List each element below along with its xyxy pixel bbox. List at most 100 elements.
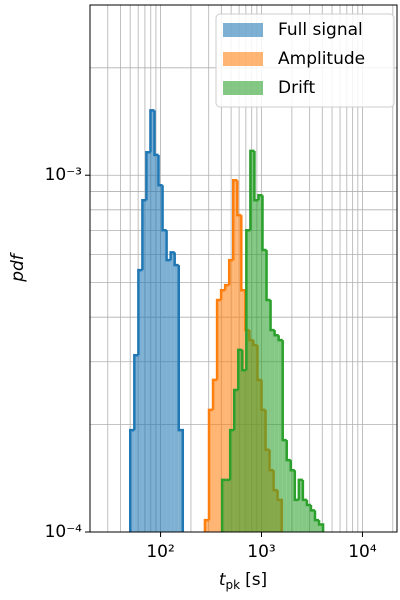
bar-outline bbox=[269, 299, 275, 332]
legend-label: Amplitude bbox=[278, 49, 365, 69]
x-label-unit: [s] bbox=[245, 570, 267, 590]
bar bbox=[138, 270, 143, 532]
bar-outline bbox=[301, 479, 307, 502]
bar-outline bbox=[317, 520, 325, 532]
bar bbox=[154, 154, 159, 532]
bar bbox=[282, 440, 287, 532]
x-tick-label: 10³ bbox=[247, 542, 275, 562]
bar-outline bbox=[207, 408, 214, 521]
x-label-main: t bbox=[219, 570, 227, 590]
bar-outline bbox=[305, 499, 311, 507]
bar-outline bbox=[289, 460, 295, 472]
legend-swatch bbox=[223, 23, 263, 37]
bar-outline bbox=[277, 335, 283, 342]
bar bbox=[134, 355, 139, 532]
bar-outline bbox=[228, 428, 235, 480]
bar bbox=[278, 340, 283, 532]
legend-swatch bbox=[223, 52, 263, 66]
bar bbox=[314, 520, 320, 532]
bar-outline bbox=[129, 428, 135, 532]
x-tick-label: 10⁴ bbox=[348, 542, 377, 562]
bar bbox=[233, 180, 238, 532]
bar bbox=[298, 479, 303, 532]
bar-outline bbox=[236, 180, 242, 217]
bar-outline bbox=[253, 150, 259, 202]
bar-outline bbox=[240, 215, 246, 292]
x-label-sub: pk bbox=[225, 578, 240, 592]
legend-swatch bbox=[223, 81, 263, 95]
bar bbox=[174, 265, 179, 532]
bar bbox=[217, 299, 222, 532]
bar bbox=[246, 230, 251, 532]
bar bbox=[234, 390, 239, 532]
bar bbox=[178, 430, 183, 532]
bar bbox=[226, 479, 231, 532]
bar-outline bbox=[145, 150, 151, 201]
bar bbox=[274, 335, 279, 532]
bar bbox=[238, 349, 243, 532]
bar bbox=[170, 252, 175, 533]
bar-outline bbox=[169, 251, 175, 261]
bar-outline bbox=[309, 505, 315, 512]
y-tick-label: 10⁻³ bbox=[45, 165, 82, 185]
bar-outline bbox=[231, 179, 238, 261]
bar-outline bbox=[149, 109, 155, 153]
bar bbox=[229, 260, 234, 532]
bar bbox=[250, 150, 255, 532]
bar bbox=[306, 505, 311, 532]
bar bbox=[221, 290, 226, 532]
bar bbox=[266, 299, 271, 532]
bar-outline bbox=[241, 349, 247, 372]
bar bbox=[213, 379, 218, 532]
x-axis-label: tpk [s] bbox=[219, 570, 267, 592]
bar-outline bbox=[227, 258, 234, 286]
bar-outline bbox=[215, 298, 222, 380]
bar-outline bbox=[313, 510, 320, 522]
bar bbox=[222, 479, 227, 532]
bar bbox=[142, 200, 147, 532]
bar-outline bbox=[157, 154, 163, 187]
legend-label: Full signal bbox=[278, 20, 363, 40]
y-axis-label: pdf bbox=[8, 251, 28, 283]
bar-outline bbox=[165, 230, 171, 262]
bar-outline bbox=[177, 265, 185, 532]
bar-outline bbox=[203, 518, 210, 532]
legend-label: Drift bbox=[278, 78, 315, 98]
bar-outline bbox=[232, 388, 239, 431]
bar-outline bbox=[245, 229, 251, 371]
bar bbox=[230, 430, 235, 532]
bar bbox=[310, 510, 315, 532]
bar bbox=[158, 185, 163, 533]
bar bbox=[290, 470, 295, 532]
bar bbox=[150, 110, 155, 532]
bar bbox=[270, 330, 275, 532]
bar bbox=[262, 250, 267, 533]
bar bbox=[130, 430, 135, 532]
bar bbox=[225, 285, 230, 532]
bar-outline bbox=[137, 268, 143, 356]
y-tick-label: 10⁻⁴ bbox=[45, 522, 83, 542]
plot-frame bbox=[89, 4, 398, 533]
bar-outline bbox=[161, 185, 167, 232]
bar bbox=[209, 409, 214, 532]
bar-outline bbox=[153, 110, 159, 157]
bar bbox=[258, 195, 263, 533]
bar-outline bbox=[173, 252, 179, 267]
bar-outline bbox=[285, 440, 291, 462]
bar bbox=[162, 230, 167, 532]
bar-outline bbox=[297, 478, 303, 500]
bar bbox=[242, 370, 247, 532]
bar bbox=[254, 200, 259, 532]
bar-outline bbox=[223, 283, 230, 291]
bar bbox=[166, 260, 171, 532]
bar bbox=[319, 524, 324, 532]
x-tick-label: 10² bbox=[146, 542, 174, 562]
bar bbox=[286, 460, 291, 532]
bar-outline bbox=[237, 348, 243, 391]
bar-outline bbox=[219, 288, 226, 300]
bar-outline bbox=[257, 193, 263, 201]
bar-outline bbox=[265, 250, 271, 302]
bar-outline bbox=[281, 340, 287, 442]
bar bbox=[204, 520, 210, 532]
